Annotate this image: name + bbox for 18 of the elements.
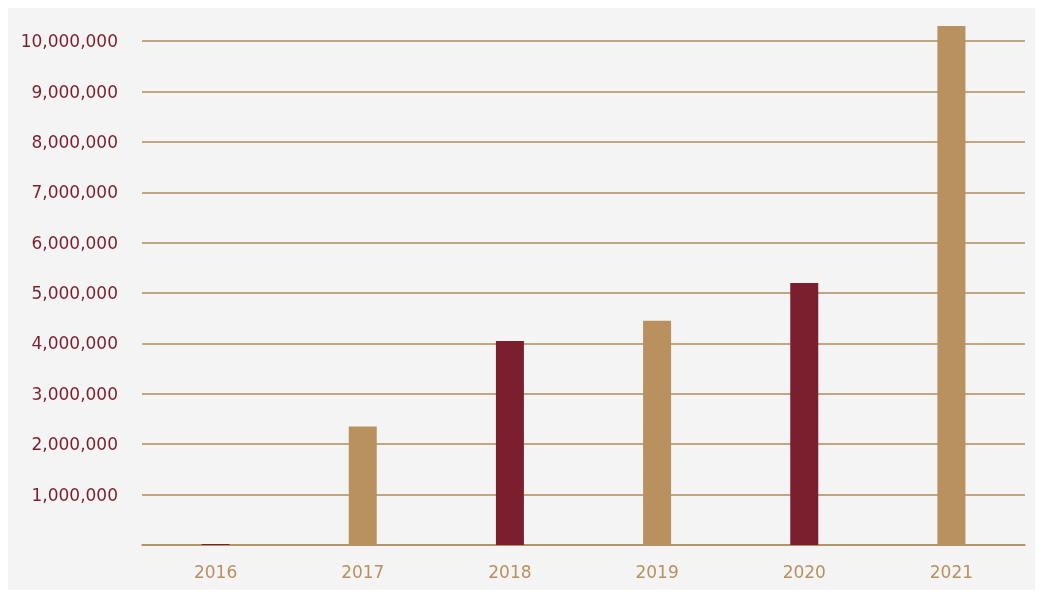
y-tick-label: 7,000,000 [31,182,118,203]
y-tick-label: 10,000,000 [20,31,118,52]
y-tick-label: 8,000,000 [31,131,118,152]
y-tick-label: 4,000,000 [31,333,118,354]
y-tick-label: 2,000,000 [31,434,118,455]
y-tick-label: 1,000,000 [31,484,118,505]
x-tick-label: 2018 [488,561,532,582]
y-tick-label: 6,000,000 [31,232,118,253]
bar [495,340,524,545]
y-tick-label: 5,000,000 [31,283,118,304]
x-tick-label: 2019 [635,561,679,582]
x-tick-label: 2017 [341,561,385,582]
y-tick-label: 3,000,000 [31,383,118,404]
bar [790,282,819,545]
y-tick-label: 9,000,000 [31,81,118,102]
x-tick-label: 2016 [193,561,238,582]
x-tick-label: 2021 [929,561,974,582]
x-tick-label: 2020 [782,561,826,582]
